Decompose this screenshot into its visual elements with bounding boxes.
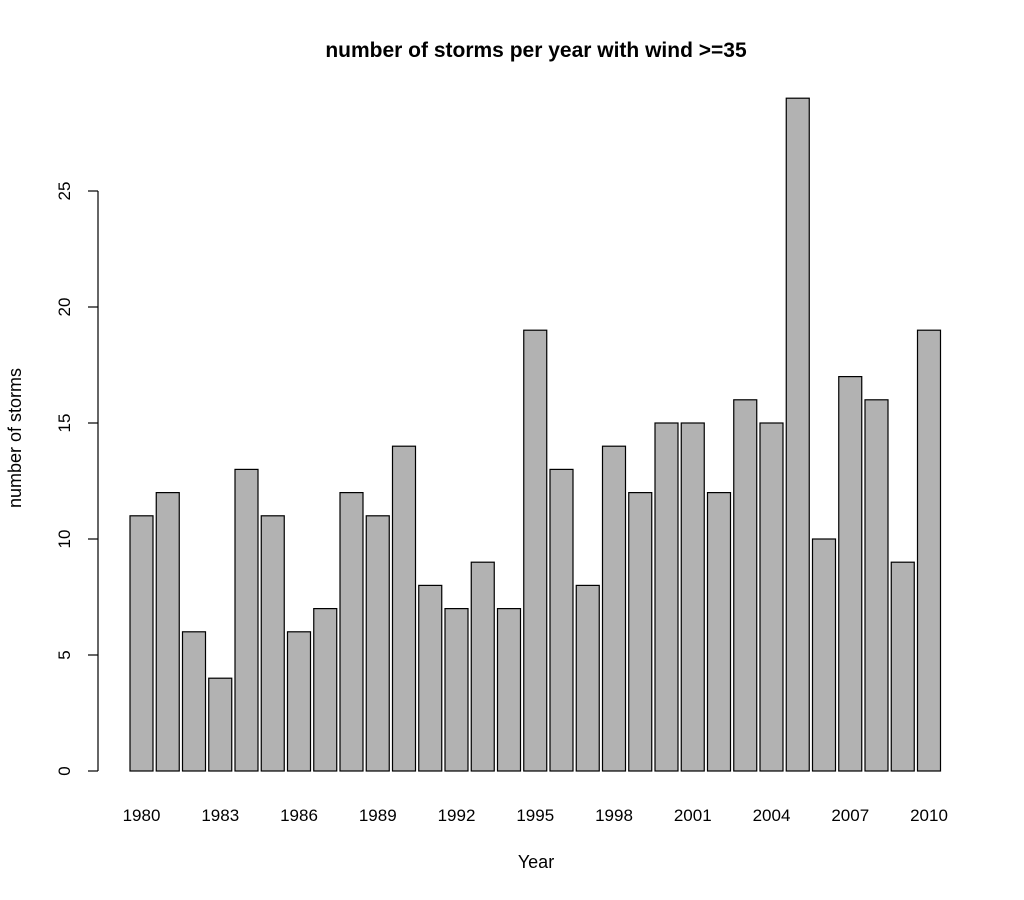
bar-1990 <box>391 445 417 772</box>
bar-1984 <box>234 468 259 772</box>
bar-2008 <box>864 399 889 772</box>
bar-1986 <box>286 631 312 772</box>
y-tick-label: 5 <box>55 650 74 659</box>
x-tick-label: 2004 <box>753 806 791 825</box>
bar-2005 <box>785 97 810 772</box>
y-axis-label: number of storms <box>5 368 25 508</box>
x-tick-label: 1983 <box>201 806 239 825</box>
x-tick-labels: 1980 1983 1986 1989 1992 1995 1998 2001 2004 2007… <box>123 806 948 825</box>
y-axis: 0 5 10 15 20 25 <box>55 182 99 776</box>
bar-2007 <box>838 376 863 772</box>
bars-group <box>129 97 942 772</box>
bar-1987 <box>313 607 338 772</box>
bar-2002 <box>706 492 732 772</box>
bar-2001 <box>680 422 705 772</box>
bar-1981 <box>155 492 180 772</box>
bar-1995 <box>523 329 548 772</box>
x-tick-label: 1986 <box>280 806 318 825</box>
bar-2010 <box>916 329 942 772</box>
bar-2006 <box>811 538 837 772</box>
bar-2000 <box>654 422 679 772</box>
bar-2009 <box>890 561 915 772</box>
bar-1988 <box>339 492 364 772</box>
x-axis-label: Year <box>518 852 554 872</box>
bar-1985 <box>260 515 285 772</box>
x-tick-label: 1998 <box>595 806 633 825</box>
bar-1991 <box>418 584 443 772</box>
y-tick-label: 10 <box>55 530 74 549</box>
y-tick-label: 0 <box>55 766 74 775</box>
bar-1980 <box>129 515 154 772</box>
bar-1998 <box>601 445 627 772</box>
y-tick-label: 15 <box>55 414 74 433</box>
bar-2004 <box>759 422 784 772</box>
bar-1994 <box>496 607 522 772</box>
bar-2003 <box>733 399 758 772</box>
x-tick-label: 1992 <box>438 806 476 825</box>
bar-1997 <box>575 584 600 772</box>
x-tick-label: 2007 <box>831 806 869 825</box>
y-tick-label: 25 <box>55 182 74 201</box>
bar-1982 <box>181 631 207 772</box>
bar-1996 <box>549 468 574 772</box>
bar-1993 <box>470 561 495 772</box>
bar-1983 <box>208 677 233 772</box>
x-tick-label: 1995 <box>516 806 554 825</box>
x-tick-label: 1989 <box>359 806 397 825</box>
bar-1992 <box>444 607 469 772</box>
x-tick-label: 2001 <box>674 806 712 825</box>
x-tick-label: 1980 <box>123 806 161 825</box>
x-tick-label: 2010 <box>910 806 948 825</box>
bar-1989 <box>365 515 390 772</box>
bar-1999 <box>628 492 653 772</box>
chart-title: number of storms per year with wind >=35 <box>325 39 747 62</box>
y-tick-label: 20 <box>55 298 74 317</box>
